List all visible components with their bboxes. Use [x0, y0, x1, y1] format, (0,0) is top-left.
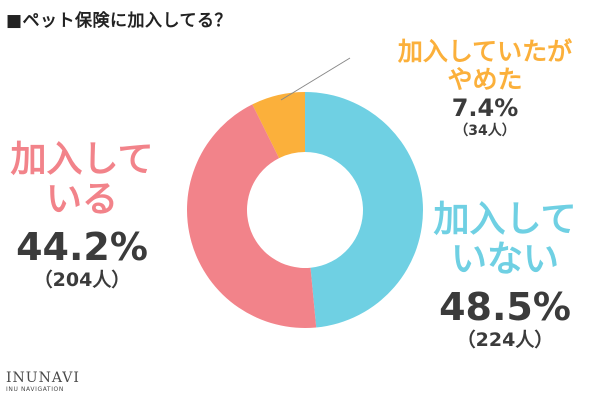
label-enrolled-count: （204人） [33, 269, 131, 291]
label-enrolled-percent: 44.2% [16, 225, 148, 269]
slice-not-enrolled [305, 92, 424, 328]
brand-name: INUNAVI [6, 370, 80, 386]
label-enrolled: 加入して いる 44.2% （204人） [2, 140, 162, 292]
brand-logo: INUNAVI INU NAVIGATION [6, 370, 80, 394]
label-enrolled-line1: 加入して [10, 139, 154, 180]
label-not-enrolled-line2: いない [450, 239, 559, 280]
slice-enrolled [186, 104, 317, 329]
slice-quit [252, 92, 305, 159]
label-not-enrolled-percent: 48.5% [439, 285, 571, 329]
brand-sub: INU NAVIGATION [6, 386, 64, 393]
label-quit-percent: 7.4% [451, 94, 519, 122]
leader-line-quit [280, 57, 351, 101]
chart-title: ■ペット保険に加入してる？ [6, 11, 233, 31]
label-quit: 加入していたが やめた 7.4% （34人） [375, 38, 595, 140]
label-quit-line1: 加入していたが [397, 37, 573, 66]
label-quit-count: （34人） [454, 123, 516, 139]
label-quit-line2: やめた [447, 65, 523, 94]
label-not-enrolled-line1: 加入して [433, 199, 577, 240]
label-not-enrolled: 加入して いない 48.5% （224人） [420, 200, 590, 352]
label-enrolled-line2: いる [45, 179, 118, 220]
label-not-enrolled-count: （224人） [456, 329, 554, 351]
